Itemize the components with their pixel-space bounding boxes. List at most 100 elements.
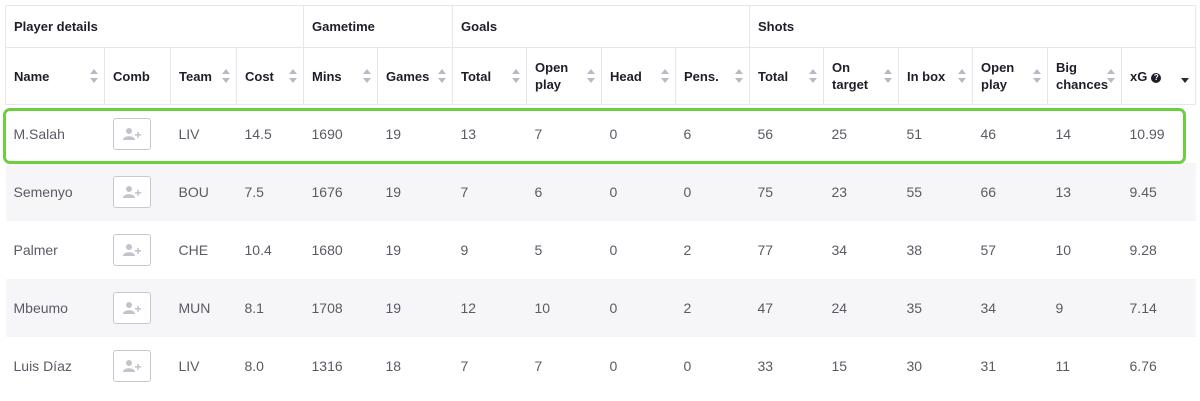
col-mins-label: Mins: [312, 68, 342, 84]
col-pens-label: Pens.: [684, 68, 719, 84]
player-name[interactable]: M.Salah: [13, 125, 65, 142]
col-shots-total-label: Total: [758, 68, 789, 84]
col-in-box[interactable]: In box: [898, 47, 974, 105]
team-cell: CHE: [178, 241, 209, 258]
sort-icon: [958, 69, 967, 83]
col-goals-open-play[interactable]: Open play: [526, 47, 603, 105]
add-player-button[interactable]: [112, 175, 151, 208]
shots-open-play-cell: 34: [972, 278, 1048, 337]
pens-cell: 6: [683, 125, 692, 142]
goals-open-play-cell: 6: [526, 162, 602, 221]
comb-cell: [104, 162, 171, 221]
in-box-cell: 55: [898, 162, 973, 221]
col-big-chances-label-1: Big: [1056, 60, 1077, 75]
group-gametime: Gametime: [303, 5, 453, 48]
goals-open-play-cell: 10: [526, 278, 602, 337]
group-player-details: Player details: [4, 5, 304, 48]
player-name[interactable]: Semenyo: [5, 162, 105, 221]
group-goals: Goals: [452, 5, 750, 48]
player-name[interactable]: Palmer: [13, 241, 58, 258]
col-shots-open-play[interactable]: Open play: [972, 47, 1049, 105]
pens-cell: 0: [683, 357, 692, 374]
player-name[interactable]: Luis Díaz: [13, 357, 72, 374]
table-row: Palmer CHE 10.4 1680 19 9 5 0 2 77 34 38…: [6, 221, 1196, 279]
team-cell: LIV: [178, 125, 200, 142]
col-comb-label: Comb: [113, 68, 150, 84]
shots-total-cell: 75: [749, 162, 824, 221]
goals-total-cell: 13: [460, 125, 477, 142]
sort-icon: [809, 69, 818, 83]
sort-icon: [90, 69, 98, 83]
shots-open-play-cell: 46: [980, 125, 997, 142]
comb-cell: [105, 337, 171, 395]
col-shots-total[interactable]: Total: [749, 47, 825, 105]
cost-cell: 10.4: [244, 241, 272, 258]
cost-cell: 14.5: [244, 125, 272, 142]
cost-cell: 7.5: [236, 162, 304, 221]
col-name-label: Name: [14, 68, 50, 84]
add-player-button[interactable]: [112, 117, 151, 150]
games-cell: 18: [385, 357, 402, 374]
xg-cell: 6.76: [1129, 357, 1157, 374]
col-cost[interactable]: Cost: [235, 47, 305, 105]
col-xg-label: xG: [1130, 68, 1148, 84]
on-target-cell: 23: [823, 162, 899, 221]
goals-open-play-cell: 7: [534, 357, 543, 374]
sort-icon: [1107, 69, 1116, 83]
mins-cell: 1676: [303, 162, 378, 221]
on-target-cell: 15: [831, 357, 848, 374]
sort-desc-icon: [1181, 69, 1190, 83]
big-chances-cell: 11: [1055, 357, 1071, 374]
col-pens[interactable]: Pens.: [675, 47, 751, 105]
col-team-label: Team: [179, 68, 212, 84]
col-mins[interactable]: Mins: [303, 47, 379, 105]
team-cell: BOU: [170, 162, 237, 221]
mins-cell: 1690: [311, 125, 343, 142]
add-user-icon: [122, 127, 141, 140]
player-name[interactable]: Mbeumo: [5, 278, 105, 337]
col-in-box-label: In box: [907, 68, 946, 84]
add-player-button[interactable]: [112, 233, 151, 266]
col-on-target-label-2: target: [832, 77, 869, 92]
in-box-cell: 30: [906, 357, 923, 374]
in-box-cell: 35: [898, 278, 973, 337]
mins-cell: 1316: [311, 357, 343, 374]
table-row: Semenyo BOU 7.5 1676 19 7 6 0 0 75 23 55…: [5, 162, 1196, 221]
sort-icon: [735, 69, 744, 83]
in-box-cell: 38: [906, 241, 923, 258]
goals-open-play-cell: 5: [534, 241, 543, 258]
col-name[interactable]: Name: [5, 47, 105, 105]
cost-cell: 8.1: [236, 278, 304, 337]
on-target-cell: 24: [823, 278, 899, 337]
col-games[interactable]: Games: [377, 47, 454, 105]
sort-icon: [512, 69, 521, 83]
add-player-button[interactable]: [112, 291, 151, 324]
add-player-button[interactable]: [112, 349, 151, 382]
comb-cell: [105, 105, 171, 163]
goals-total-cell: 7: [452, 162, 527, 221]
col-big-chances[interactable]: Big chances: [1047, 47, 1123, 105]
sort-icon: [661, 69, 670, 83]
col-team[interactable]: Team: [170, 47, 237, 105]
info-icon[interactable]: ?: [1151, 72, 1162, 83]
shots-total-cell: 33: [757, 357, 774, 374]
head-cell: 0: [609, 357, 618, 374]
on-target-cell: 25: [831, 125, 848, 142]
col-head[interactable]: Head: [601, 47, 677, 105]
group-shots: Shots: [749, 5, 1197, 48]
col-comb: Comb: [104, 47, 171, 105]
xg-cell: 9.28: [1129, 241, 1157, 258]
col-shots-open-play-label-2: play: [981, 77, 1008, 92]
table-row: Luis Díaz LIV 8.0 1316 18 7 7 0 0 33 15 …: [6, 337, 1196, 395]
games-cell: 19: [377, 278, 453, 337]
sort-icon: [363, 69, 372, 83]
shots-open-play-cell: 66: [972, 162, 1048, 221]
col-goals-total[interactable]: Total: [452, 47, 528, 105]
sort-icon: [587, 69, 596, 83]
column-header-row: Name Comb Team Cost Mins Games Total Ope…: [5, 47, 1197, 105]
pens-cell: 2: [683, 241, 692, 258]
big-chances-cell: 10: [1055, 241, 1072, 258]
in-box-cell: 51: [906, 125, 923, 142]
col-on-target[interactable]: On target: [823, 47, 900, 105]
col-xg[interactable]: xG?: [1121, 47, 1197, 105]
